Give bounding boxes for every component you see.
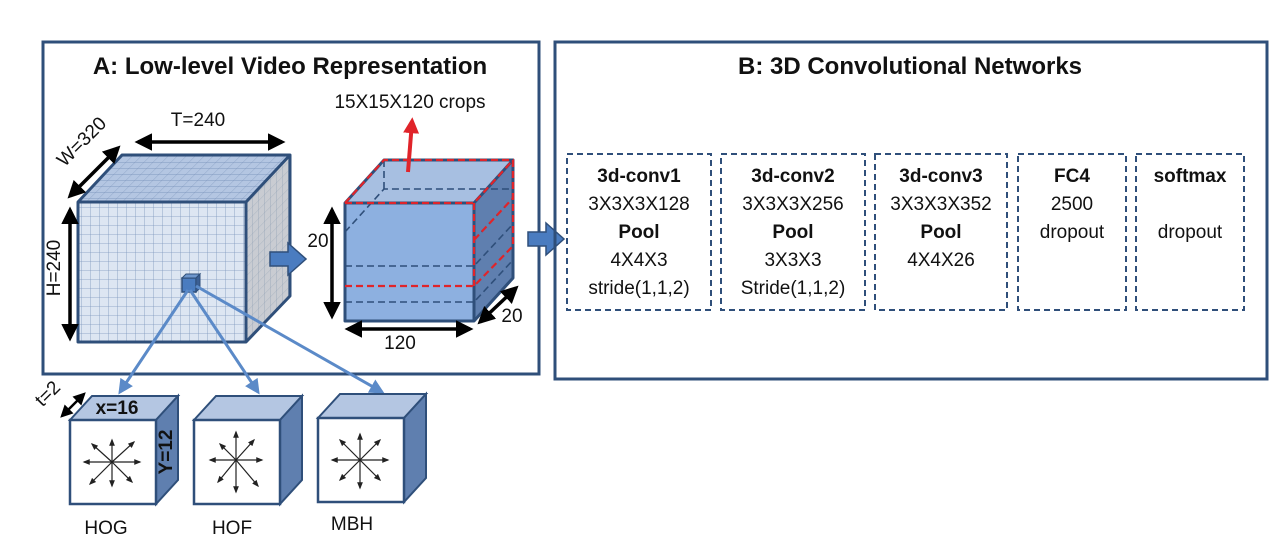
panel-a-arrow — [269, 241, 308, 277]
hog-label: HOG — [84, 518, 127, 539]
layer-line: 3X3X3X256 — [742, 194, 843, 215]
layer-line: 3X3X3X128 — [588, 194, 689, 215]
layer-line: 3X3X3X352 — [890, 194, 991, 215]
layer-line: Pool — [920, 222, 961, 243]
layer-box-softmax: softmax dropout — [1135, 153, 1245, 311]
selected-cuboid — [180, 272, 202, 294]
layer-line: dropout — [1040, 222, 1105, 243]
layer-line: Stride(1,1,2) — [741, 278, 846, 299]
layer-name-softmax: softmax — [1154, 166, 1227, 187]
panel-b-title: B: 3D Convolutional Networks — [738, 53, 1082, 80]
layer-name-fc4: FC4 — [1054, 166, 1090, 187]
layer-name-conv3: 3d-conv3 — [899, 166, 982, 187]
crop-height-label: 20 — [307, 231, 328, 252]
small-y-label: Y=12 — [156, 430, 177, 475]
layer-box-conv1: 3d-conv1 3X3X3X128 Pool 4X4X3 stride(1,1… — [566, 153, 712, 311]
layer-line: Pool — [618, 222, 659, 243]
crop-width-label: 120 — [384, 333, 416, 354]
descriptor-links — [118, 284, 385, 395]
hof-cube — [191, 393, 305, 507]
w-dimension-arrow — [67, 145, 121, 199]
layer-line: 4X4X26 — [907, 250, 975, 271]
small-x-label: x=16 — [96, 398, 139, 419]
layer-box-conv3: 3d-conv3 3X3X3X352 Pool 4X4X26 — [874, 153, 1008, 311]
hog-cube — [67, 393, 181, 507]
crop-depth-label: 20 — [501, 306, 522, 327]
layer-line: dropout — [1158, 222, 1223, 243]
video-volume-cube — [76, 153, 292, 344]
panel-b-frame — [553, 40, 1269, 381]
panel-a-frame — [41, 40, 541, 376]
crop-cube — [343, 158, 515, 323]
small-t-arrow — [60, 392, 86, 418]
layer-line: 3X3X3 — [764, 250, 821, 271]
crops-label: 15X15X120 crops — [334, 92, 485, 113]
panel-a-title: A: Low-level Video Representation — [93, 53, 487, 80]
layer-box-conv2: 3d-conv2 3X3X3X256 Pool 3X3X3 Stride(1,1… — [720, 153, 866, 311]
crop-depth-arrow — [477, 285, 519, 325]
panel-link-arrow — [527, 221, 566, 257]
h-label: H=240 — [44, 240, 65, 297]
t-label: T=240 — [171, 110, 225, 131]
mbh-label: MBH — [331, 514, 373, 535]
layer-line: Pool — [772, 222, 813, 243]
layer-line: 2500 — [1051, 194, 1093, 215]
layer-line: 4X4X3 — [610, 250, 667, 271]
crops-arrow — [403, 117, 420, 173]
mbh-cube — [315, 391, 429, 505]
layer-line: stride(1,1,2) — [588, 278, 689, 299]
hof-label: HOF — [212, 518, 252, 539]
layer-name-conv2: 3d-conv2 — [751, 166, 834, 187]
layer-box-fc4: FC4 2500 dropout — [1017, 153, 1127, 311]
layer-name-conv1: 3d-conv1 — [597, 166, 681, 187]
small-t-label: t=2 — [31, 377, 65, 411]
